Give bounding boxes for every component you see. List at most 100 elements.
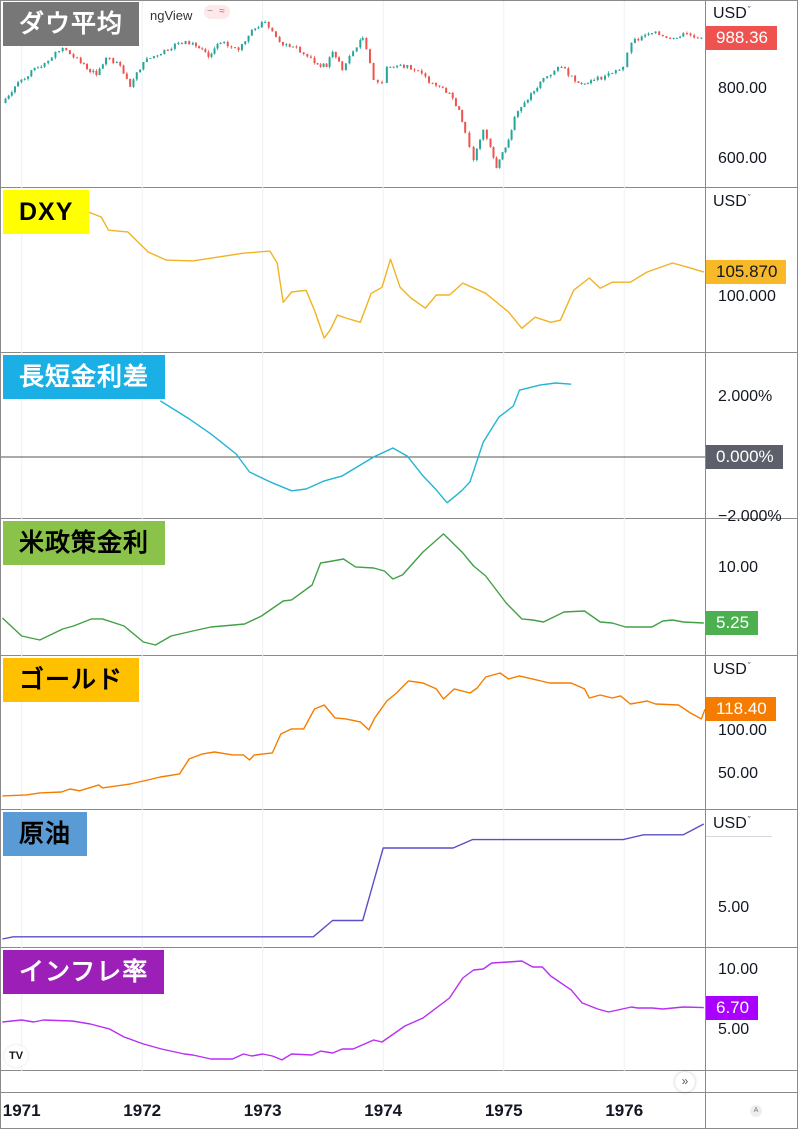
inflation-price-scale[interactable]: 10.00 5.00 6.70 <box>705 948 798 1070</box>
candle <box>223 40 226 45</box>
yield-spread-pane[interactable]: 長短金利差 2.000% −2.000% 0.000% <box>0 353 798 525</box>
candle <box>17 80 20 87</box>
auto-scale-button[interactable]: A <box>750 1105 762 1117</box>
inflation-pane[interactable]: インフレ率 10.00 5.00 6.70 <box>0 948 798 1071</box>
dow-plot-area[interactable]: ダウ平均 <box>0 0 705 188</box>
dxy-label: DXY <box>3 190 90 234</box>
candle <box>679 35 682 39</box>
candle <box>216 42 219 51</box>
candle <box>47 60 50 65</box>
approx-icon[interactable]: ≈ <box>219 6 225 17</box>
yield-spread-price-scale[interactable]: 2.000% −2.000% 0.000% <box>705 353 798 525</box>
oil-pane[interactable]: 原油 USDˇ 5.00 <box>0 810 798 948</box>
candle <box>402 63 405 69</box>
candle <box>611 72 614 75</box>
candle <box>299 45 302 53</box>
candle <box>567 66 570 78</box>
candle <box>689 32 692 37</box>
candle <box>654 31 657 34</box>
tradingview-watermark: ngView <box>150 8 193 23</box>
candle <box>20 79 23 84</box>
candle <box>665 35 668 39</box>
y-tick-label: 100.00 <box>718 722 767 740</box>
candle <box>513 115 516 131</box>
gold-price-scale[interactable]: USDˇ 100.00 50.00 118.40 <box>705 656 798 809</box>
candle <box>549 74 552 79</box>
candle <box>36 66 39 69</box>
candle <box>180 42 183 45</box>
candle <box>669 37 672 39</box>
candle <box>250 28 253 36</box>
gold-plot-area[interactable]: ゴールド <box>0 656 706 810</box>
candle <box>61 47 64 53</box>
candle <box>331 50 334 58</box>
candle <box>309 54 312 59</box>
candle <box>163 49 166 55</box>
inflation-plot-area[interactable]: インフレ率 <box>0 948 705 1071</box>
candle <box>614 69 617 75</box>
time-axis[interactable]: A 1971 1972 1973 1974 1975 1976 <box>0 1093 798 1129</box>
candle <box>520 106 523 114</box>
candle <box>50 56 53 61</box>
candle <box>637 37 640 42</box>
currency-selector[interactable]: USDˇ <box>713 193 751 211</box>
x-tick-label: 1976 <box>605 1101 644 1120</box>
candle <box>361 36 364 41</box>
candle <box>396 65 399 69</box>
candle <box>139 69 142 73</box>
currency-selector[interactable]: USDˇ <box>713 661 751 679</box>
candle <box>267 21 270 30</box>
candle <box>392 66 395 69</box>
candle <box>210 52 213 59</box>
candle <box>492 146 495 160</box>
x-tick-label: 1974 <box>364 1101 403 1120</box>
candle <box>89 68 92 74</box>
currency-selector[interactable]: USDˇ <box>713 815 751 833</box>
candle <box>536 86 539 93</box>
candle <box>495 156 498 169</box>
fed-rate-plot-area[interactable]: 米政策金利 <box>0 519 705 656</box>
yield-spread-plot-area[interactable]: 長短金利差 <box>0 353 705 519</box>
minus-icon[interactable]: − <box>207 6 213 17</box>
oil-price-scale[interactable]: USDˇ 5.00 <box>705 810 798 947</box>
candle <box>504 147 507 154</box>
candle <box>409 64 412 71</box>
candle <box>603 74 606 81</box>
dxy-pane[interactable]: DXY USDˇ 100.000 105.870 <box>0 188 798 353</box>
series-toggle-pill[interactable]: − ≈ <box>204 5 230 19</box>
candle <box>30 69 33 78</box>
candle <box>385 65 388 84</box>
fed-rate-pane[interactable]: 米政策金利 10.00 5.25 <box>0 519 798 656</box>
fed-rate-price-scale[interactable]: 10.00 5.25 <box>705 519 798 655</box>
oil-plot-area[interactable]: 原油 <box>0 810 705 948</box>
candle <box>593 78 596 82</box>
candle <box>580 81 583 85</box>
gold-pane[interactable]: ゴールド USDˇ 100.00 50.00 118.40 <box>0 656 798 810</box>
currency-selector[interactable]: USDˇ <box>713 5 751 23</box>
dxy-price-scale[interactable]: USDˇ 100.000 105.870 <box>705 188 798 352</box>
tradingview-logo-icon[interactable]: TV <box>4 1045 28 1067</box>
candle <box>431 82 434 85</box>
scroll-to-realtime-button[interactable]: » <box>675 1072 695 1092</box>
candle <box>142 61 145 71</box>
candle <box>553 70 556 76</box>
inflation-label: インフレ率 <box>3 950 165 994</box>
candle <box>129 78 132 88</box>
currency-label: USD <box>713 815 747 832</box>
candle <box>260 20 263 29</box>
x-tick-label: 1973 <box>243 1101 282 1120</box>
candle <box>376 79 379 85</box>
x-tick-label: 1975 <box>484 1101 523 1120</box>
candle <box>159 53 162 56</box>
dxy-plot-area[interactable]: DXY <box>0 188 705 353</box>
candle <box>82 62 85 65</box>
oil-chart <box>2 810 705 948</box>
candle <box>675 37 678 39</box>
dow-pane[interactable]: ダウ平均 USDˇ 800.00 600.00 988.36 <box>0 0 798 188</box>
candle <box>338 56 341 63</box>
candle <box>152 56 155 59</box>
candle <box>166 48 169 52</box>
candle <box>600 76 603 81</box>
dow-price-scale[interactable]: USDˇ 800.00 600.00 988.36 <box>705 0 798 187</box>
candle <box>33 67 36 72</box>
